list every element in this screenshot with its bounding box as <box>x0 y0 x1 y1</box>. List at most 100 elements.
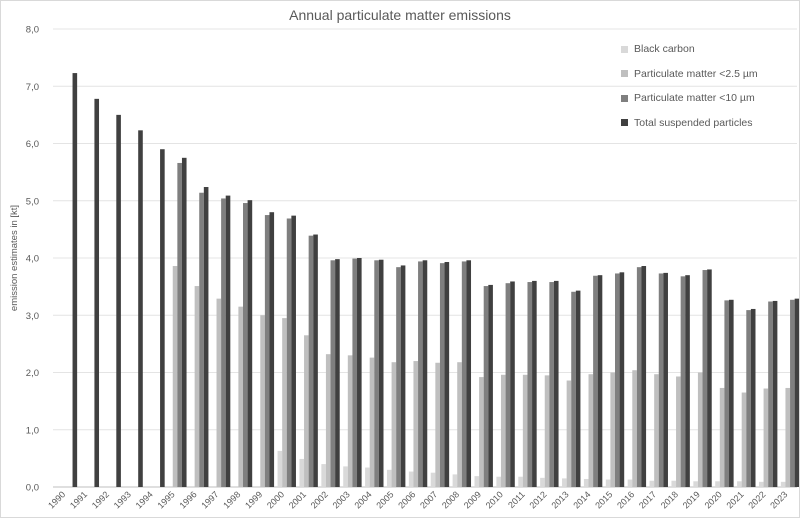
bar <box>518 476 523 487</box>
bar <box>693 481 698 487</box>
y-tick-label: 4,0 <box>26 254 39 265</box>
bar <box>632 370 637 487</box>
legend-label: Particulate matter <2.5 µm <box>634 67 758 80</box>
bar <box>172 266 178 487</box>
bar <box>452 474 458 487</box>
bar <box>658 273 664 487</box>
y-tick-label: 5,0 <box>26 196 39 207</box>
y-tick-label: 0,0 <box>26 483 39 494</box>
bar <box>785 387 791 487</box>
bar <box>216 298 222 487</box>
bar <box>500 374 506 487</box>
bar <box>247 200 253 488</box>
bar <box>768 301 773 487</box>
bar <box>724 300 730 487</box>
bar <box>422 260 428 487</box>
x-tick-label: 2022 <box>746 489 767 510</box>
bar <box>772 300 778 487</box>
bar <box>304 335 309 487</box>
bar <box>505 283 511 487</box>
bar <box>435 362 440 487</box>
legend-swatch <box>621 70 628 78</box>
bar <box>763 388 769 487</box>
x-tick-label: 2003 <box>331 489 352 510</box>
bar <box>676 376 681 487</box>
bar <box>181 157 187 487</box>
bar <box>496 476 501 487</box>
x-tick-label: 2015 <box>593 489 614 510</box>
bar <box>729 299 734 487</box>
bar <box>396 267 401 487</box>
bar <box>702 270 708 487</box>
legend-item: Total suspended particles <box>621 111 758 136</box>
x-tick-label: 2014 <box>571 489 592 510</box>
bar <box>750 308 756 487</box>
y-tick-label: 7,0 <box>26 82 39 93</box>
bar <box>593 275 598 487</box>
bar <box>378 259 384 487</box>
bar <box>430 472 436 487</box>
bar <box>400 265 406 487</box>
bar <box>566 380 572 487</box>
bar <box>571 291 576 487</box>
legend-item: Black carbon <box>621 37 758 62</box>
bar <box>457 362 462 487</box>
x-tick-label: 2017 <box>637 489 658 510</box>
bar <box>199 192 204 488</box>
bar <box>654 374 659 487</box>
bar <box>277 450 283 487</box>
bar <box>553 280 559 487</box>
bar <box>177 162 182 487</box>
bar <box>335 259 340 487</box>
x-tick-label: 2020 <box>703 489 724 510</box>
bar <box>116 114 121 487</box>
x-tick-label: 2007 <box>418 489 439 510</box>
x-tick-label: 2001 <box>287 489 308 510</box>
bar <box>444 262 450 487</box>
bar <box>308 235 314 487</box>
bar <box>522 374 528 487</box>
bar <box>260 315 265 487</box>
bar <box>357 258 362 487</box>
legend-swatch <box>621 45 628 53</box>
bar <box>588 374 594 487</box>
bar <box>780 481 786 487</box>
bar <box>413 361 419 487</box>
bar <box>610 372 615 487</box>
bar <box>225 195 231 487</box>
bar <box>138 130 143 487</box>
bar <box>479 377 484 487</box>
bar <box>474 476 480 487</box>
bar <box>221 198 226 487</box>
bar <box>291 215 296 487</box>
bar <box>313 234 318 487</box>
legend-label: Total suspended particles <box>634 116 753 129</box>
x-tick-label: 2004 <box>352 489 373 510</box>
chart-legend: Black carbon Particulate matter <2.5 µm Pa… <box>621 37 758 135</box>
bar <box>439 263 445 487</box>
bar <box>282 318 287 487</box>
bar <box>619 272 625 487</box>
bar <box>697 372 703 487</box>
x-tick-label: 1994 <box>134 489 155 510</box>
bar <box>583 478 589 487</box>
x-tick-label: 2010 <box>484 489 505 510</box>
bar <box>286 218 292 487</box>
bar <box>243 203 248 488</box>
bar <box>374 260 379 487</box>
bar <box>532 280 537 487</box>
bar <box>758 481 764 487</box>
x-tick-label: 1996 <box>177 489 198 510</box>
x-tick-label: 1990 <box>46 489 67 510</box>
bar <box>510 281 515 487</box>
x-tick-label: 2006 <box>396 489 417 510</box>
bar <box>461 261 467 487</box>
x-tick-label: 1991 <box>68 489 89 510</box>
x-tick-label: 2013 <box>549 489 570 510</box>
bar <box>418 261 423 487</box>
bar <box>264 215 270 487</box>
legend-swatch <box>621 119 628 127</box>
x-tick-label: 2021 <box>724 489 745 510</box>
